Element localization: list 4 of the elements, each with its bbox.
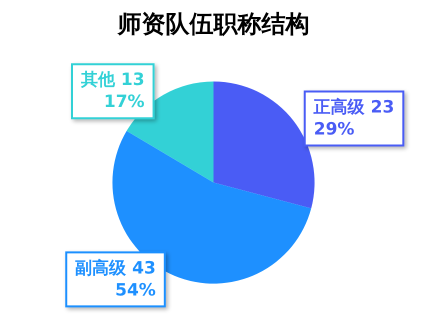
slice-label: 其他 13 17% bbox=[80, 70, 145, 112]
chart-title: 师资队伍职称结构 bbox=[116, 11, 310, 38]
slice-label: 正高级 23 29% bbox=[312, 97, 394, 140]
slice-label: 副高级 43 54% bbox=[75, 258, 156, 300]
